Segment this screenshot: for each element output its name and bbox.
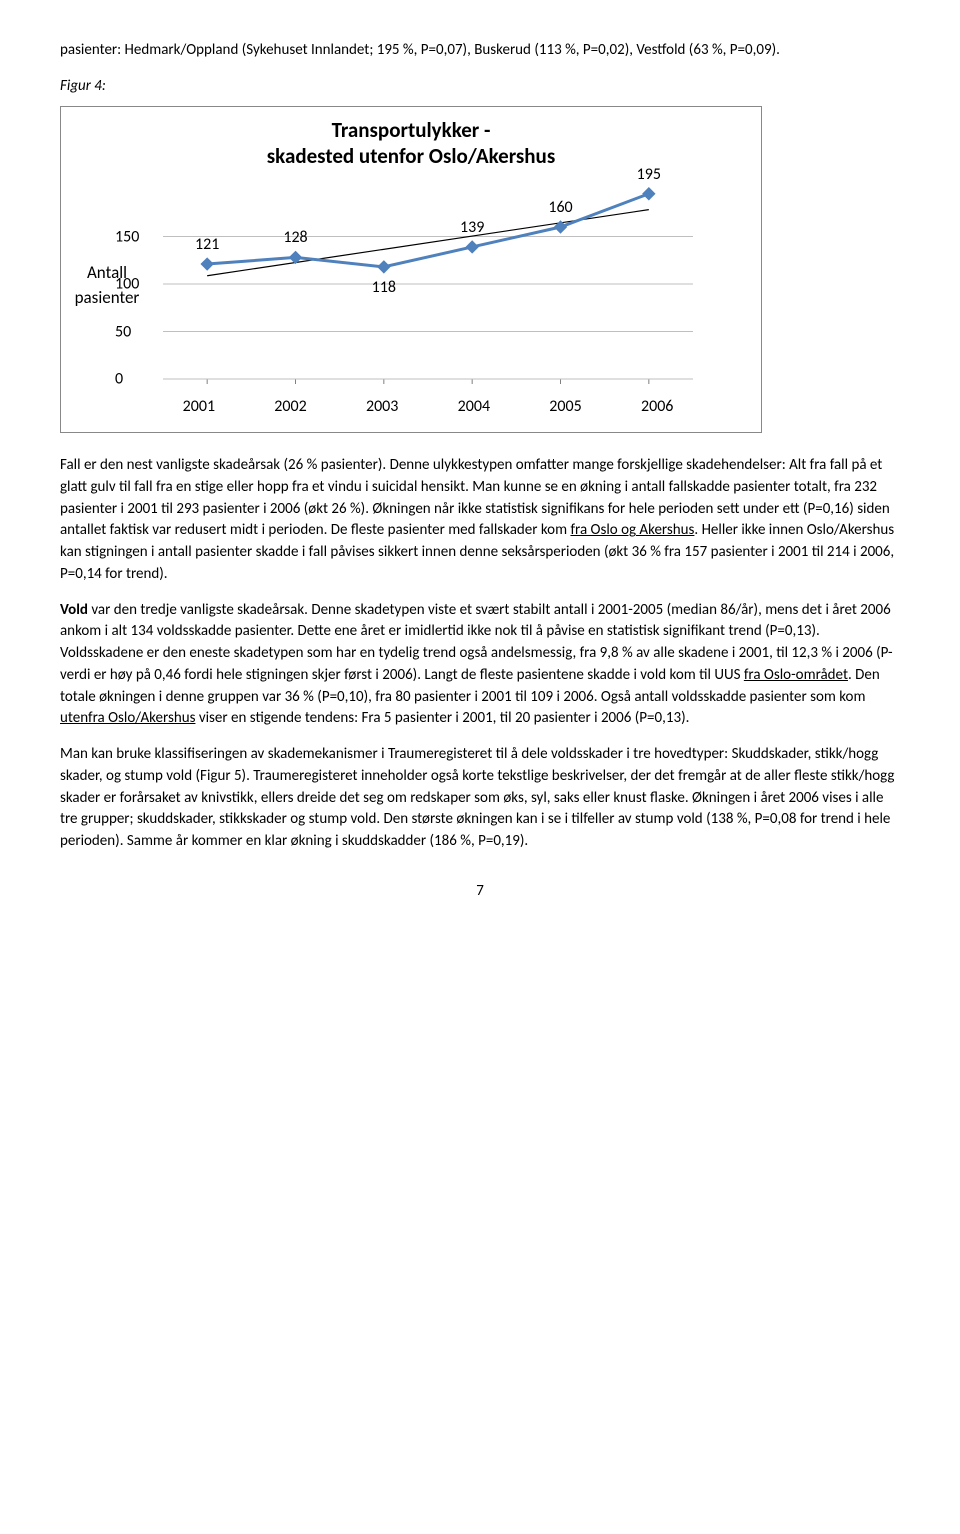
chart-title-line1: Transportulykker - [332,117,491,143]
x-tick-label: 2006 [611,395,703,418]
chart-x-axis: 200120022003200420052006 [153,395,703,418]
y-tick-label: 0 [115,367,123,390]
fall-paragraph: Fall er den nest vanligste skadeårsak (2… [60,455,900,586]
chart-data-label: 121 [195,233,219,256]
x-tick-label: 2001 [153,395,245,418]
chart-data-label: 118 [372,276,396,299]
figure-label: Figur 4: [60,76,900,98]
mechanism-paragraph: Man kan bruke klassifiseringen av skadem… [60,744,900,853]
chart-title-line2: skadested utenfor Oslo/Akershus [267,143,555,169]
underline-oslo-omraadet: fra Oslo-området [744,666,848,684]
x-tick-label: 2004 [428,395,520,418]
y-tick-label: 150 [115,225,139,248]
chart-data-label: 195 [637,163,661,186]
x-tick-label: 2002 [245,395,337,418]
x-tick-label: 2005 [520,395,612,418]
chart-svg [153,181,703,391]
vold-bold: Vold [60,601,88,619]
underline-utenfra: utenfra Oslo/Akershus [60,709,195,727]
y-tick-label: 100 [115,272,139,295]
vold-paragraph: Vold var den tredje vanligste skadeårsak… [60,600,900,731]
chart-data-label: 128 [283,226,307,249]
chart-title: Transportulykker - skadested utenfor Osl… [61,117,761,170]
chart-plot-area: 050100150121128118139160195 [153,181,703,391]
intro-paragraph: pasienter: Hedmark/Oppland (Sykehuset In… [60,40,900,62]
chart-data-label: 139 [460,216,484,239]
x-tick-label: 2003 [336,395,428,418]
chart-data-label: 160 [548,196,572,219]
chart-container: Transportulykker - skadested utenfor Osl… [60,106,762,434]
underline-oslo-akershus: fra Oslo og Akershus [570,521,694,539]
y-tick-label: 50 [115,320,131,343]
page-number: 7 [60,881,900,903]
